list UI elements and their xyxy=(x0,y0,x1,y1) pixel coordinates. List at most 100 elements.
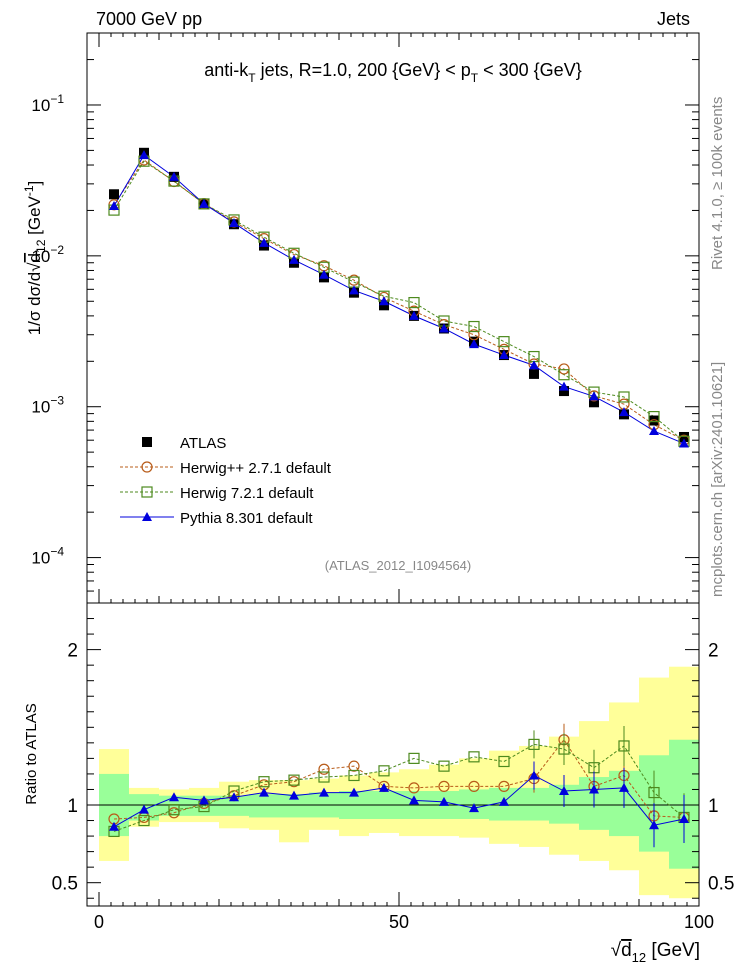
ratio-point-s3-2 xyxy=(169,792,179,802)
ratio-point-s2-5 xyxy=(258,776,270,788)
ratio-point-s3-6 xyxy=(289,790,299,800)
ratio-point-s2-8 xyxy=(348,769,360,782)
ratio-point-s3-4 xyxy=(229,792,239,802)
ratio-point-s3-9 xyxy=(379,782,389,792)
ratio-point-s2-18 xyxy=(648,786,660,799)
legend-marker-2 xyxy=(141,486,153,498)
main-y-tick-label-3: 10−1 xyxy=(31,92,64,115)
main-point-s0-15 xyxy=(559,386,569,397)
x-tick-label-2: 100 xyxy=(684,912,714,932)
ratio-point-s3-1 xyxy=(139,804,149,814)
ratio-point-s2-9 xyxy=(378,765,390,777)
main-point-s2-12 xyxy=(468,320,480,333)
ratio-y-tick-label-left-1: 1 xyxy=(67,796,78,817)
main-point-s3-19 xyxy=(679,438,689,448)
ratio-point-s1-13 xyxy=(498,780,510,792)
ratio-y-tick-label-left-0: 0.5 xyxy=(52,874,78,895)
main-y-tick-label-0: 10−4 xyxy=(31,545,64,568)
ratio-point-s3-0 xyxy=(109,821,119,831)
main-plot-frame xyxy=(86,32,700,604)
ratio-point-s1-12 xyxy=(468,780,480,792)
main-y-tick-label-1: 10−3 xyxy=(31,394,64,417)
main-y-tick-label-2: 10−2 xyxy=(31,243,64,266)
green-band-bin-3 xyxy=(189,795,219,816)
main-point-s0-19 xyxy=(679,431,689,442)
main-point-s3-10 xyxy=(409,310,419,320)
ratio-line-series-2 xyxy=(113,743,685,832)
legend-marker-3 xyxy=(142,512,152,521)
main-point-s3-0 xyxy=(109,201,119,211)
tick-labels: 0 50 100 10−4 10−3 10−2 10−1 0.5 0.5 1 1 2 2 xyxy=(31,92,734,932)
mcplots-label: mcplots.cern.ch [arXiv:2401.10621] xyxy=(709,362,726,597)
axes-ticks xyxy=(87,33,700,906)
main-point-s3-11 xyxy=(439,323,449,333)
ratio-point-s2-10 xyxy=(408,752,420,764)
main-point-s3-1 xyxy=(139,150,149,160)
ratio-point-s3-7 xyxy=(319,787,329,797)
ratio-point-s1-11 xyxy=(438,780,450,792)
main-point-s3-17 xyxy=(619,407,629,417)
main-point-s0-18 xyxy=(649,415,659,426)
ratio-point-s2-13 xyxy=(498,755,510,768)
main-point-s0-9 xyxy=(379,300,389,311)
main-point-s0-0 xyxy=(109,189,119,200)
legend-label-3: Pythia 8.301 default xyxy=(180,510,313,527)
header-left: 7000 GeV pp xyxy=(96,9,202,29)
y-axis-label-main: 1/σ dσ/d√d12 [GeV-1] xyxy=(22,181,48,336)
x-tick-label-0: 0 xyxy=(94,912,104,932)
green-band-bin-4 xyxy=(219,795,249,816)
main-point-s0-16 xyxy=(589,397,599,408)
main-point-s3-3 xyxy=(199,198,209,208)
ratio-y-tick-label-left-2: 2 xyxy=(67,641,78,662)
ratio-point-s3-15 xyxy=(559,786,569,796)
legend: ATLAS Herwig++ 2.7.1 default Herwig 7.2.1 … xyxy=(120,435,332,527)
ratio-point-s3-5 xyxy=(259,787,269,797)
ratio-point-s3-13 xyxy=(499,796,509,806)
ratio-point-s3-18 xyxy=(649,820,659,830)
legend-marker-0 xyxy=(142,437,152,447)
ratio-point-s2-14 xyxy=(528,738,540,751)
ratio-y-tick-label-right-2: 2 xyxy=(708,641,719,662)
x-axis-label: √d12 [GeV] xyxy=(611,940,700,965)
ratio-point-s1-7 xyxy=(318,763,330,775)
ratio-point-s3-8 xyxy=(349,787,359,797)
main-point-s1-15 xyxy=(558,363,570,375)
main-point-s3-13 xyxy=(499,350,509,360)
main-plot-series xyxy=(108,147,690,448)
ratio-point-s3-12 xyxy=(469,803,479,813)
main-point-s3-9 xyxy=(379,296,389,306)
green-band-bin-5 xyxy=(249,794,279,818)
ratio-plot-series xyxy=(108,723,690,848)
legend-label-1: Herwig++ 2.7.1 default xyxy=(180,460,332,477)
main-point-s3-5 xyxy=(259,237,269,247)
main-point-s2-13 xyxy=(498,336,510,348)
ratio-point-s3-10 xyxy=(409,795,419,805)
main-point-s3-18 xyxy=(649,426,659,436)
ratio-point-s2-11 xyxy=(438,760,450,772)
analysis-label: (ATLAS_2012_I1094564) xyxy=(325,558,471,573)
ratio-point-s2-6 xyxy=(288,774,300,786)
ratio-point-s2-1 xyxy=(138,814,150,827)
main-point-s3-2 xyxy=(169,171,179,181)
legend-label-0: ATLAS xyxy=(180,435,226,452)
ratio-point-s3-19 xyxy=(679,813,689,823)
ratio-line-series-3 xyxy=(113,774,685,828)
ratio-point-s3-16 xyxy=(589,784,599,794)
main-line-series-1 xyxy=(113,159,685,441)
ratio-point-s2-2 xyxy=(168,804,180,816)
main-point-s0-14 xyxy=(529,368,539,379)
main-point-s2-17 xyxy=(618,391,630,403)
plot-title: anti-kT jets, R=1.0, 200 {GeV} < pT < 30… xyxy=(204,60,581,85)
main-point-s3-7 xyxy=(319,269,329,279)
x-tick-label-1: 50 xyxy=(389,912,409,932)
header-right: Jets xyxy=(657,9,690,29)
ratio-point-s3-14 xyxy=(529,770,539,780)
main-point-s3-4 xyxy=(229,218,239,228)
ratio-point-s3-3 xyxy=(199,795,209,805)
green-band-bin-6 xyxy=(279,794,309,818)
main-point-s2-10 xyxy=(408,296,420,309)
main-point-s3-12 xyxy=(469,339,479,349)
ratio-point-s2-17 xyxy=(618,740,630,752)
ratio-y-tick-label-right-1: 1 xyxy=(708,796,719,817)
rivet-label: Rivet 4.1.0, ≥ 100k events xyxy=(709,97,726,270)
